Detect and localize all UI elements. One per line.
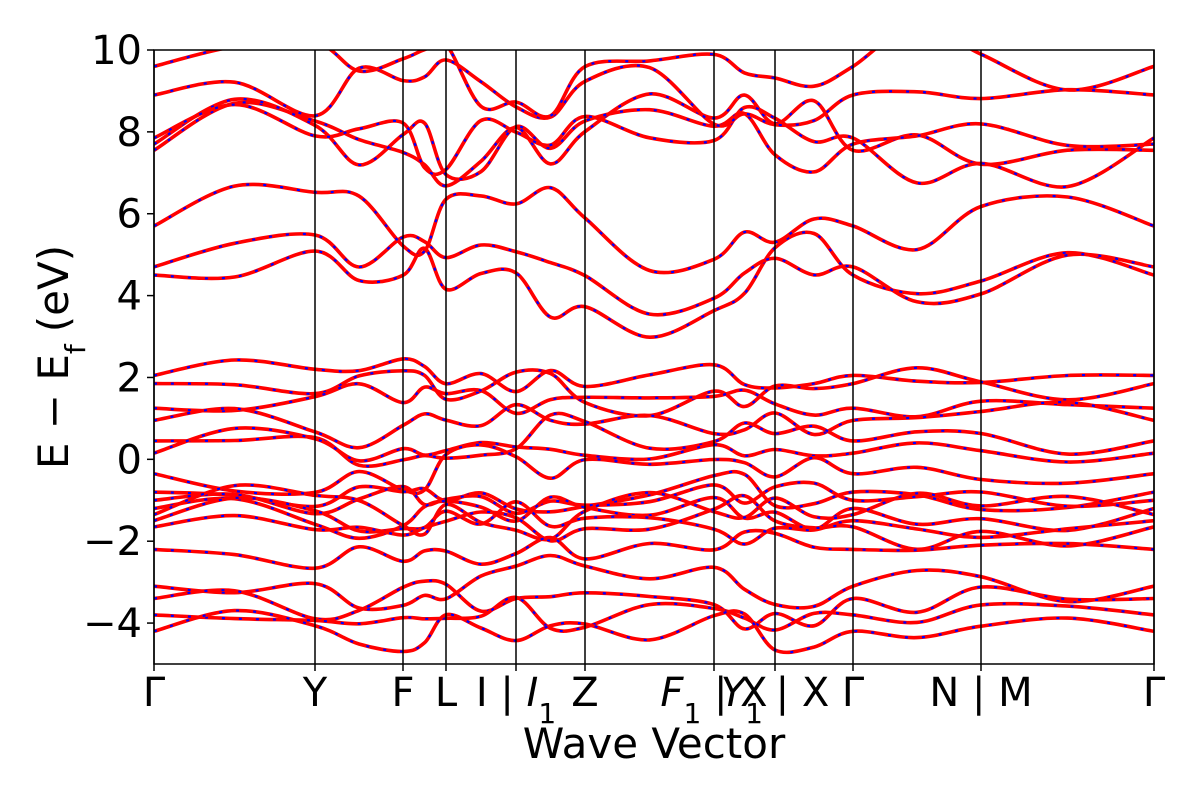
y-tick-label: 0	[117, 437, 142, 483]
band-line-blue	[154, 483, 1154, 541]
y-axis-ticks: 10 8 6 4 2 0 −2 −4	[83, 28, 154, 647]
x-tick-label: Z	[571, 670, 598, 716]
x-tick-label: Y1 | X	[721, 670, 830, 730]
band-line-red	[154, 426, 1154, 464]
band-line-red	[154, 608, 1154, 655]
y-axis-title-subscript: f	[59, 343, 92, 354]
x-tick-label: Γ	[143, 670, 166, 716]
x-tick-label: Γ	[842, 670, 865, 716]
band-line-blue	[154, 579, 1154, 631]
y-axis-title: E − Ef(eV)	[29, 245, 92, 469]
y-tick-label: −4	[83, 601, 142, 647]
x-tick-label: Y	[302, 670, 328, 716]
band-line-blue	[154, 97, 1154, 181]
band-line-red	[154, 443, 1154, 496]
band-line-blue	[154, 183, 1154, 274]
band-line-blue	[154, 58, 1154, 127]
y-axis-title-unit: (eV)	[29, 245, 78, 332]
band-line-blue	[154, 495, 1154, 540]
band-line-red	[154, 411, 1154, 468]
x-tick-label: Γ	[1143, 670, 1166, 716]
band-line-red	[154, 528, 1154, 571]
x-tick-label: L	[435, 670, 458, 716]
y-tick-label: 10	[91, 28, 142, 74]
band-line-red	[154, 102, 1154, 189]
band-line-blue	[154, 366, 1154, 418]
y-tick-label: 6	[117, 192, 142, 238]
y-tick-label: 8	[117, 110, 142, 156]
y-tick-label: −2	[83, 519, 142, 565]
band-line-red	[154, 553, 1154, 612]
band-lines	[154, 50, 1154, 655]
band-line-red	[154, 595, 1154, 633]
band-line-blue	[154, 231, 1154, 339]
x-axis-title: Wave Vector	[523, 719, 786, 768]
y-tick-label: 4	[117, 274, 142, 320]
band-line-red	[154, 357, 1154, 394]
band-line-red	[154, 232, 1154, 317]
x-tick-label: F1 | X	[660, 670, 767, 730]
high-symmetry-lines	[153, 50, 1155, 664]
band-line-red	[154, 495, 1154, 546]
x-tick-label: I | I1	[476, 670, 556, 730]
band-line-red	[154, 400, 1154, 450]
band-line-blue	[154, 443, 1154, 496]
x-tick-label: N | M	[929, 670, 1032, 716]
band-line-red	[154, 182, 1154, 275]
plot-frame	[153, 49, 1155, 665]
band-line-blue	[154, 481, 1154, 515]
x-tick-label: F	[391, 670, 414, 716]
y-tick-label: 2	[117, 355, 142, 401]
